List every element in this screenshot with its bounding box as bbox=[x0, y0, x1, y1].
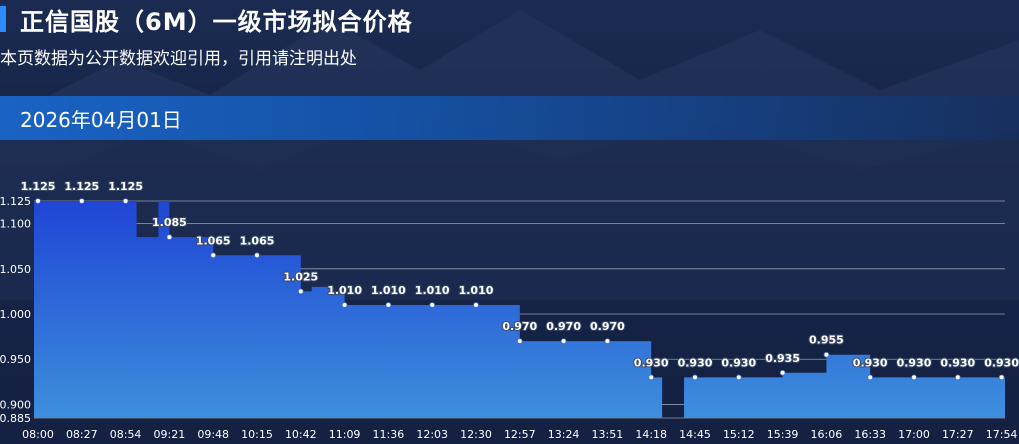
x-tick-label: 15:12 bbox=[723, 428, 755, 441]
date-bar: 2026年04月01日 bbox=[0, 96, 1019, 140]
data-label: 1.025 bbox=[283, 270, 318, 283]
page-title: 正信国股（6M）一级市场拟合价格 bbox=[20, 7, 413, 36]
x-tick-label: 17:00 bbox=[898, 428, 930, 441]
data-label: 0.930 bbox=[634, 356, 669, 369]
x-tick-label: 11:09 bbox=[329, 428, 361, 441]
data-point bbox=[911, 374, 917, 381]
data-label: 1.010 bbox=[371, 284, 406, 297]
data-label: 0.970 bbox=[546, 320, 581, 333]
x-tick-label: 08:00 bbox=[22, 428, 54, 441]
data-label: 1.010 bbox=[327, 284, 362, 297]
data-label: 0.970 bbox=[502, 320, 537, 333]
data-label: 1.085 bbox=[152, 216, 187, 229]
data-labels: 1.125 1.125 1.125 1.085 1.065 1.065 1.025 1.010… bbox=[20, 179, 1019, 370]
x-axis-ticks: 08:00 08:27 08:54 09:21 09:48 10:15 10:42 11:09… bbox=[22, 428, 1017, 441]
x-tick-label: 11:36 bbox=[373, 428, 405, 441]
title-accent bbox=[0, 6, 6, 32]
data-point bbox=[473, 302, 479, 308]
data-label: 1.125 bbox=[108, 180, 143, 193]
data-label: 0.935 bbox=[765, 352, 800, 365]
data-point bbox=[210, 252, 217, 259]
data-point bbox=[516, 338, 523, 344]
data-point bbox=[954, 374, 961, 381]
y-tick-label: 0.900 bbox=[0, 398, 31, 411]
data-point bbox=[166, 234, 173, 240]
data-label: 1.065 bbox=[240, 234, 275, 247]
data-point bbox=[823, 351, 830, 358]
x-tick-label: 16:06 bbox=[811, 428, 843, 441]
data-point bbox=[867, 374, 873, 381]
data-point bbox=[297, 288, 304, 295]
data-point bbox=[429, 302, 436, 308]
data-label: 1.065 bbox=[196, 234, 231, 247]
data-point bbox=[341, 302, 348, 308]
data-point bbox=[604, 338, 611, 344]
data-point bbox=[735, 374, 742, 381]
data-label: 0.930 bbox=[721, 356, 756, 369]
x-tick-label: 08:27 bbox=[66, 428, 98, 441]
title-bar: 正信国股（6M）一级市场拟合价格 bbox=[0, 2, 413, 36]
y-tick-label: 1.100 bbox=[0, 218, 31, 231]
data-point bbox=[35, 198, 41, 204]
y-tick-label: 1.050 bbox=[0, 263, 31, 276]
x-tick-label: 14:18 bbox=[635, 428, 667, 441]
data-label: 0.955 bbox=[809, 334, 844, 347]
x-tick-label: 10:15 bbox=[241, 428, 273, 441]
x-tick-label: 09:48 bbox=[197, 428, 229, 441]
data-label: 1.010 bbox=[415, 284, 450, 297]
data-label: 0.930 bbox=[984, 356, 1019, 369]
price-area bbox=[34, 201, 1005, 418]
y-tick-label: 1.000 bbox=[0, 308, 31, 321]
x-tick-label: 13:24 bbox=[548, 428, 580, 441]
data-label: 1.125 bbox=[64, 180, 99, 193]
data-point bbox=[254, 252, 260, 259]
x-tick-label: 16:33 bbox=[854, 428, 886, 441]
y-tick-label: 0.950 bbox=[0, 353, 31, 366]
date-label: 2026年04月01日 bbox=[20, 108, 182, 132]
x-tick-label: 17:27 bbox=[942, 428, 974, 441]
data-label: 0.930 bbox=[897, 356, 932, 369]
x-tick-label: 14:45 bbox=[679, 428, 711, 441]
data-label: 1.125 bbox=[21, 180, 56, 193]
data-point bbox=[79, 198, 85, 204]
data-point bbox=[648, 374, 654, 381]
x-tick-label: 10:42 bbox=[285, 428, 317, 441]
data-label: 0.930 bbox=[678, 356, 713, 369]
data-point bbox=[122, 198, 129, 204]
x-tick-label: 12:57 bbox=[504, 428, 536, 441]
data-point bbox=[692, 374, 698, 381]
y-tick-label: 0.885 bbox=[0, 412, 31, 425]
page-subtitle: 本页数据为公开数据欢迎引用，引用请注明出处 bbox=[0, 49, 357, 69]
x-tick-label: 12:30 bbox=[460, 428, 492, 441]
x-tick-label: 15:39 bbox=[767, 428, 799, 441]
x-tick-label: 09:21 bbox=[154, 428, 186, 441]
data-point bbox=[560, 338, 567, 344]
data-label: 0.930 bbox=[853, 356, 888, 369]
x-tick-label: 17:54 bbox=[986, 428, 1018, 441]
y-tick-label: 1.125 bbox=[0, 195, 31, 208]
data-label: 0.930 bbox=[940, 356, 975, 369]
data-point bbox=[385, 302, 392, 308]
x-tick-label: 13:51 bbox=[592, 428, 624, 441]
data-points bbox=[35, 198, 1005, 381]
x-tick-label: 08:54 bbox=[110, 428, 142, 441]
x-tick-label: 12:03 bbox=[416, 428, 448, 441]
data-label: 0.970 bbox=[590, 320, 625, 333]
data-label: 1.010 bbox=[459, 284, 494, 297]
data-point bbox=[779, 369, 786, 376]
data-point bbox=[998, 374, 1005, 381]
